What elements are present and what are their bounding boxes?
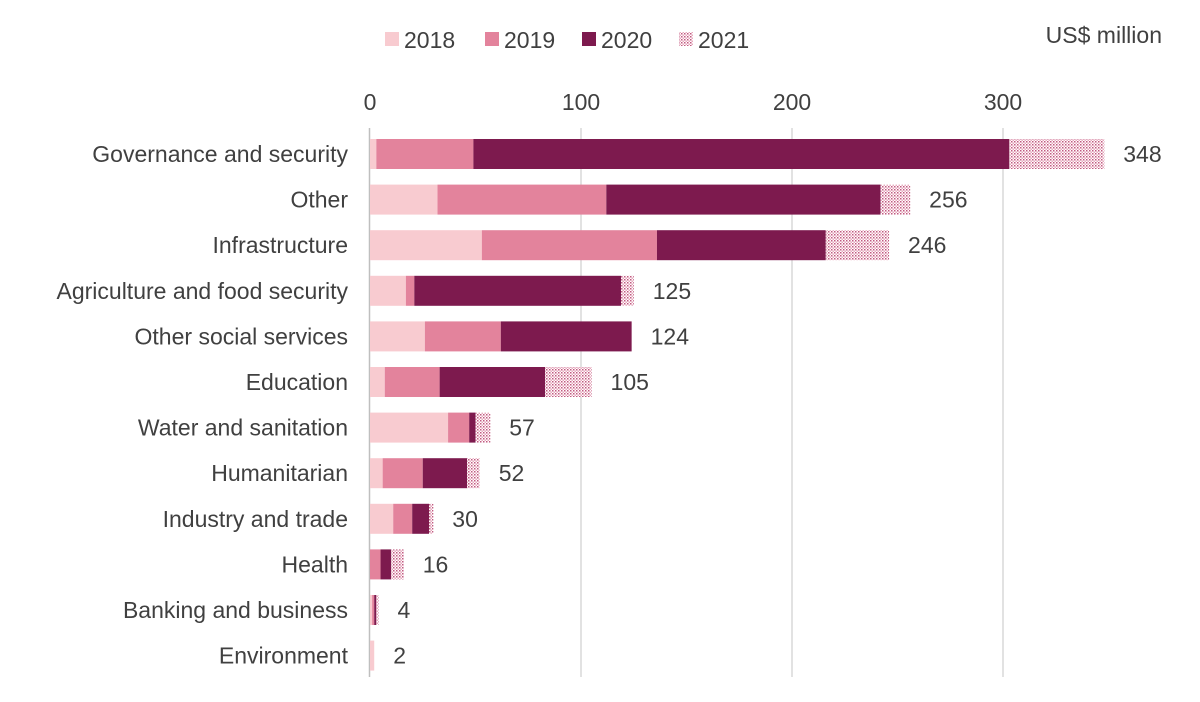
bar-segment-2018	[370, 458, 383, 489]
legend-label-2021: 2021	[698, 27, 749, 53]
bar-segment-2020	[422, 458, 468, 489]
bar-segment-2019	[393, 503, 413, 534]
bar-segment-2021	[475, 412, 491, 443]
legend-label-2020: 2020	[601, 27, 652, 53]
bar-segment-2019	[448, 412, 470, 443]
bar-segment-2018	[370, 230, 482, 261]
bar-segment-2020	[473, 139, 1010, 169]
total-label: 348	[1123, 141, 1161, 167]
category-label: Other social services	[135, 323, 348, 349]
bar-segment-2018	[370, 640, 375, 671]
total-label: 16	[423, 551, 449, 577]
bar-segment-2018	[370, 367, 385, 397]
total-label: 4	[397, 597, 410, 623]
total-label: 30	[452, 506, 478, 532]
category-label: Other	[290, 187, 348, 213]
bar-segment-2018	[370, 275, 406, 306]
category-label: Governance and security	[92, 141, 348, 167]
category-label: Industry and trade	[163, 506, 348, 532]
x-tick-label: 100	[562, 89, 600, 115]
category-label: Banking and business	[123, 597, 348, 623]
bar-segment-2019	[370, 549, 381, 580]
bar-segment-2018	[370, 139, 377, 169]
bar-segment-2019	[424, 321, 501, 352]
bar-segment-2018	[370, 321, 425, 352]
total-label: 124	[651, 323, 690, 349]
legend: 2018 2019 2020 2021	[385, 27, 749, 53]
bar-segment-2019	[384, 367, 440, 397]
gridlines	[580, 128, 1004, 677]
bar-segment-2020	[412, 503, 430, 534]
bar-segment-2019	[372, 595, 375, 625]
bar-segment-2020	[656, 230, 826, 261]
total-label: 256	[929, 187, 967, 213]
bar-segment-2021	[391, 549, 404, 580]
bar-segment-2020	[374, 595, 377, 625]
bar-segment-2020	[414, 275, 622, 306]
legend-swatch-2018	[385, 32, 399, 46]
x-tick-label: 0	[364, 89, 377, 115]
bar-segment-2021	[467, 458, 480, 489]
legend-swatch-2019	[485, 32, 499, 46]
legend-swatch-2020	[582, 32, 596, 46]
bar-segment-2018	[370, 503, 394, 534]
category-label: Water and sanitation	[138, 415, 348, 441]
bar-segment-2018	[370, 184, 438, 215]
bar-segment-2018	[370, 595, 373, 625]
x-tick-label: 200	[773, 89, 811, 115]
bar-segment-2020	[469, 412, 476, 443]
total-label: 105	[611, 369, 649, 395]
bar-segment-2021	[545, 367, 592, 397]
bar-segment-2018	[370, 412, 449, 443]
category-label: Humanitarian	[211, 460, 348, 486]
category-label: Agriculture and food security	[57, 278, 349, 304]
category-label: Infrastructure	[213, 232, 349, 258]
bar-segment-2020	[439, 367, 546, 397]
x-axis-ticks: 0 100 200 300	[364, 89, 1023, 115]
bar-segment-2019	[437, 184, 607, 215]
legend-label-2018: 2018	[404, 27, 455, 53]
x-tick-label: 300	[984, 89, 1022, 115]
category-label: Education	[246, 369, 348, 395]
total-label: 2	[393, 643, 406, 669]
bar-segment-2021	[429, 503, 434, 534]
bar-segment-2021	[825, 230, 890, 261]
bar-segment-2019	[405, 275, 415, 306]
bar-segment-2020	[500, 321, 632, 352]
bar-segment-2021	[880, 184, 911, 215]
category-label: Health	[282, 551, 348, 577]
bars	[370, 139, 1105, 671]
legend-swatch-2021	[679, 32, 693, 46]
bar-segment-2019	[481, 230, 657, 261]
bar-segment-2020	[606, 184, 881, 215]
bar-segment-2020	[380, 549, 392, 580]
bar-segment-2019	[382, 458, 423, 489]
bar-segment-2021	[621, 275, 634, 306]
category-labels: Governance and security Other Infrastructu…	[57, 141, 349, 669]
bar-segment-2021	[376, 595, 379, 625]
total-label: 57	[509, 415, 535, 441]
unit-label: US$ million	[1046, 22, 1162, 48]
total-label: 52	[499, 460, 525, 486]
bar-segment-2021	[1009, 139, 1105, 169]
total-label: 246	[908, 232, 946, 258]
total-label: 125	[653, 278, 691, 304]
legend-label-2019: 2019	[504, 27, 555, 53]
bar-segment-2019	[376, 139, 474, 169]
category-label: Environment	[219, 643, 349, 669]
